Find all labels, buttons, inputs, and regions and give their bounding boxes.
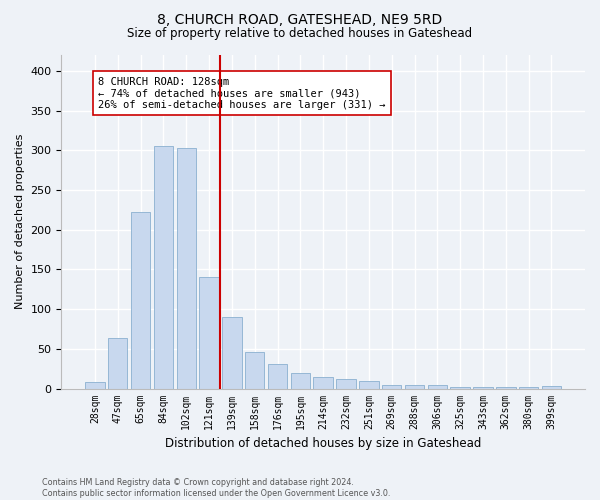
- Bar: [222, 317, 242, 388]
- Bar: [473, 387, 493, 388]
- Text: Contains HM Land Registry data © Crown copyright and database right 2024.
Contai: Contains HM Land Registry data © Crown c…: [42, 478, 391, 498]
- Bar: [245, 352, 265, 389]
- Bar: [154, 146, 173, 388]
- Bar: [108, 338, 127, 388]
- X-axis label: Distribution of detached houses by size in Gateshead: Distribution of detached houses by size …: [165, 437, 481, 450]
- Text: 8, CHURCH ROAD, GATESHEAD, NE9 5RD: 8, CHURCH ROAD, GATESHEAD, NE9 5RD: [157, 12, 443, 26]
- Bar: [337, 379, 356, 388]
- Bar: [176, 148, 196, 388]
- Bar: [359, 380, 379, 388]
- Bar: [519, 387, 538, 388]
- Bar: [268, 364, 287, 388]
- Y-axis label: Number of detached properties: Number of detached properties: [15, 134, 25, 310]
- Bar: [496, 387, 515, 388]
- Text: 8 CHURCH ROAD: 128sqm
← 74% of detached houses are smaller (943)
26% of semi-det: 8 CHURCH ROAD: 128sqm ← 74% of detached …: [98, 76, 386, 110]
- Text: Size of property relative to detached houses in Gateshead: Size of property relative to detached ho…: [127, 28, 473, 40]
- Bar: [382, 384, 401, 388]
- Bar: [428, 386, 447, 388]
- Bar: [85, 382, 104, 388]
- Bar: [313, 378, 333, 388]
- Bar: [131, 212, 150, 388]
- Bar: [199, 278, 219, 388]
- Bar: [451, 387, 470, 388]
- Bar: [542, 386, 561, 388]
- Bar: [290, 372, 310, 388]
- Bar: [405, 386, 424, 388]
